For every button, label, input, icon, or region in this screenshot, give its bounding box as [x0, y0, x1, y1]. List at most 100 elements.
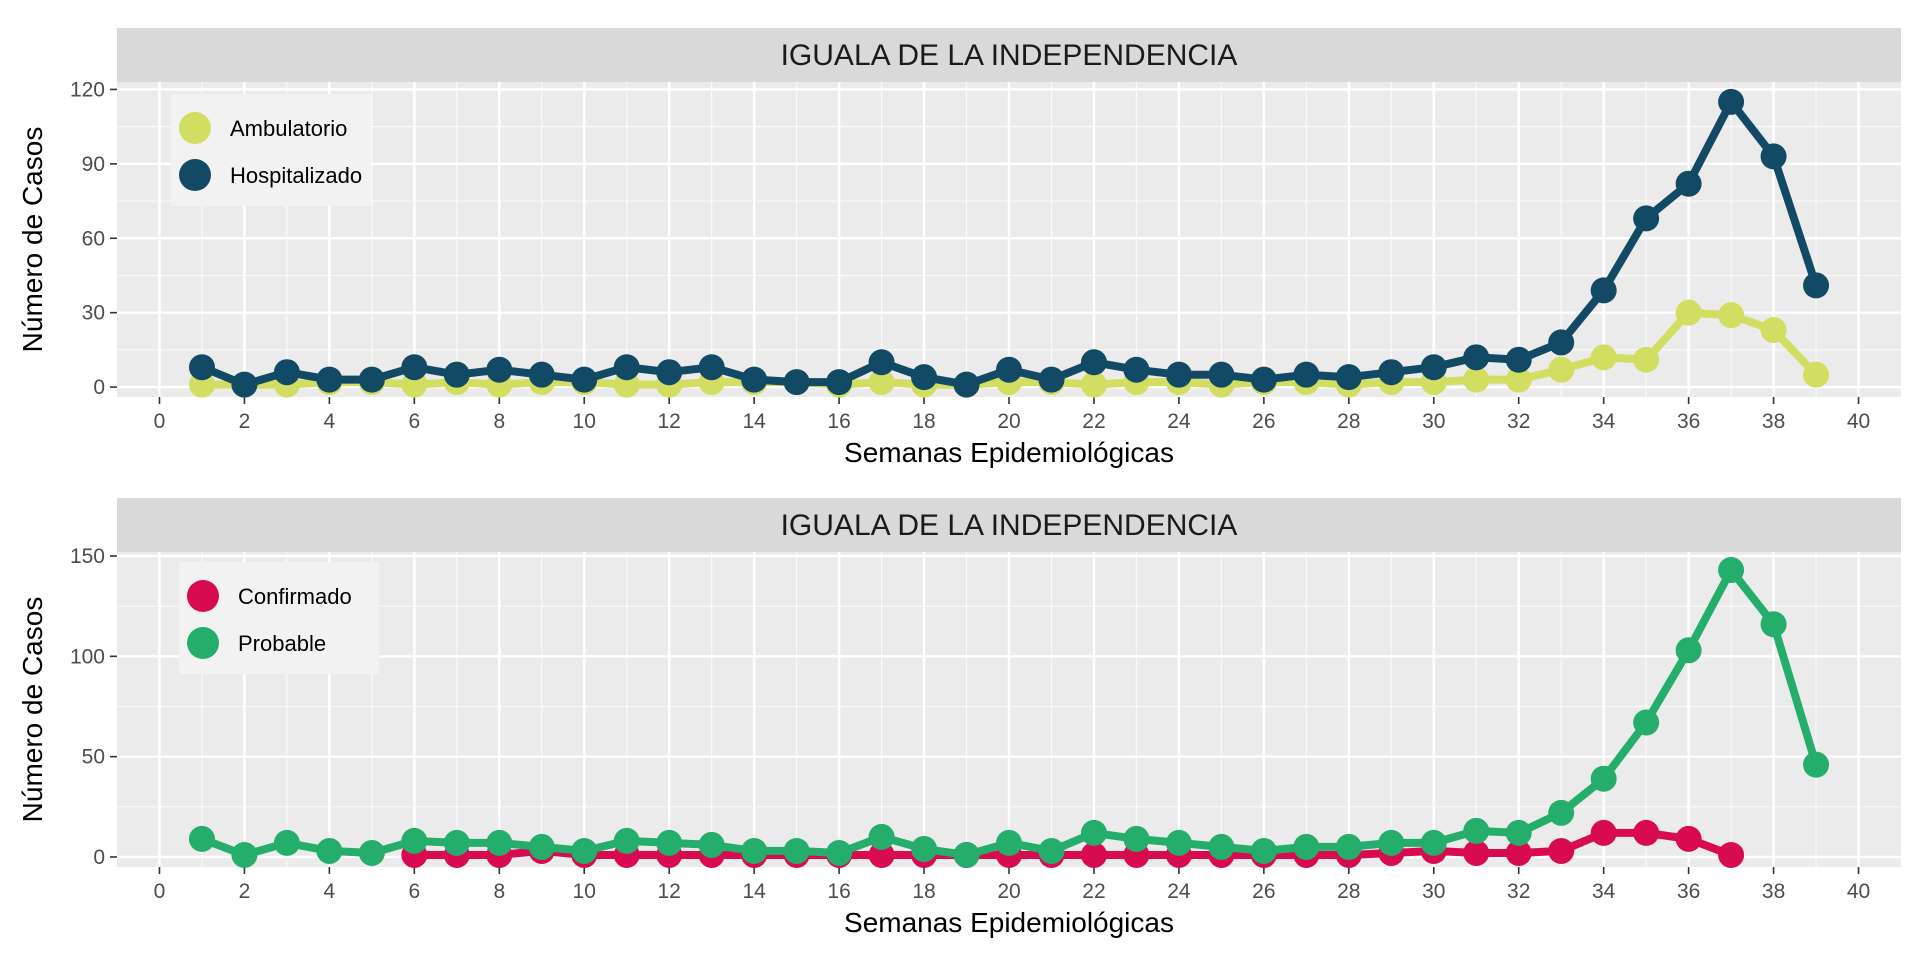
facet-strip: [117, 498, 1901, 552]
data-point: [1548, 356, 1575, 383]
x-tick-label: 4: [324, 410, 336, 433]
legend-label: Confirmado: [238, 584, 352, 609]
y-tick-label: 60: [82, 227, 105, 250]
data-point: [358, 366, 385, 393]
data-point: [1335, 833, 1362, 860]
data-point: [1420, 354, 1447, 381]
legend-key-marker: [179, 112, 211, 144]
data-point: [1505, 346, 1532, 373]
x-tick-label: 20: [997, 410, 1020, 433]
y-tick-label: 0: [93, 376, 105, 399]
data-point: [1378, 829, 1405, 856]
x-tick-label: 6: [408, 410, 420, 433]
x-tick-label: 6: [408, 880, 420, 903]
data-point: [188, 825, 215, 852]
data-point: [783, 837, 810, 864]
data-point: [1293, 361, 1320, 388]
x-tick-label: 32: [1507, 410, 1530, 433]
data-point: [613, 354, 640, 381]
data-point: [1675, 637, 1702, 664]
data-point: [868, 823, 895, 850]
data-point: [1208, 361, 1235, 388]
x-tick-label: 16: [827, 880, 850, 903]
data-point: [528, 361, 555, 388]
axis-ticks: 0 2 4 6 8 10 12 14 16 18 20 22 24 26 28 30 32 34 36 38 40050…: [70, 545, 1870, 903]
data-point: [1675, 825, 1702, 852]
legend-key-marker: [179, 159, 211, 191]
data-point: [1293, 833, 1320, 860]
data-point: [1038, 366, 1065, 393]
data-point: [1803, 361, 1830, 388]
x-tick-label: 34: [1592, 880, 1616, 903]
x-tick-label: 12: [658, 880, 681, 903]
series-probable: [188, 557, 1830, 868]
legend: Ambulatorio Hospitalizado: [171, 94, 371, 206]
legend-label: Probable: [238, 631, 326, 656]
facet-strip: [117, 28, 1901, 82]
data-point: [1165, 829, 1192, 856]
data-point: [1165, 361, 1192, 388]
data-point: [1080, 819, 1107, 846]
x-tick-label: 14: [742, 410, 766, 433]
x-tick-label: 32: [1507, 880, 1530, 903]
data-point: [698, 354, 725, 381]
data-point: [911, 364, 938, 391]
data-point: [1633, 709, 1660, 736]
y-axis-title: Número de Casos: [17, 597, 48, 823]
facet-title: IGUALA DE LA INDEPENDENCIA: [781, 509, 1238, 542]
data-point: [826, 839, 853, 866]
x-tick-label: 36: [1677, 410, 1700, 433]
data-point: [1548, 329, 1575, 356]
data-point: [741, 837, 768, 864]
gridlines: [117, 82, 1901, 397]
data-point: [1633, 205, 1660, 232]
data-point: [953, 371, 980, 398]
data-point: [1590, 344, 1617, 371]
y-tick-label: 50: [82, 746, 105, 769]
axis-ticks: 0 2 4 6 8 10 12 14 16 18 20 22 24 26 28 30 32 34 36 38 40030…: [70, 78, 1870, 433]
data-point: [571, 366, 598, 393]
data-point: [1590, 819, 1617, 846]
data-point: [1080, 371, 1107, 398]
data-point: [1208, 833, 1235, 860]
legend-key-marker: [187, 627, 219, 659]
x-tick-label: 30: [1422, 410, 1445, 433]
data-point: [231, 371, 258, 398]
data-point: [1675, 299, 1702, 326]
data-point: [1718, 841, 1745, 868]
data-point: [1633, 346, 1660, 373]
data-point: [443, 361, 470, 388]
gridlines: [117, 552, 1901, 867]
data-point: [1250, 837, 1277, 864]
data-point: [911, 835, 938, 862]
data-point: [1463, 344, 1490, 371]
data-point: [868, 369, 895, 396]
data-point: [1463, 366, 1490, 393]
data-point: [571, 837, 598, 864]
x-tick-label: 40: [1847, 880, 1870, 903]
legend-key-marker: [187, 580, 219, 612]
x-tick-label: 22: [1082, 410, 1105, 433]
data-point: [996, 356, 1022, 383]
data-point: [1463, 817, 1490, 844]
legend-label: Ambulatorio: [230, 116, 347, 141]
x-tick-label: 38: [1762, 410, 1785, 433]
x-tick-label: 28: [1337, 410, 1360, 433]
x-tick-label: 28: [1337, 880, 1360, 903]
x-tick-label: 2: [239, 880, 251, 903]
x-tick-label: 26: [1252, 410, 1275, 433]
data-point: [741, 366, 768, 393]
data-point: [1505, 819, 1532, 846]
data-point: [1080, 349, 1107, 376]
data-point: [1760, 143, 1787, 170]
x-tick-label: 10: [573, 880, 596, 903]
data-point: [656, 829, 683, 856]
data-point: [486, 356, 513, 383]
data-point: [1590, 765, 1617, 792]
data-point: [868, 841, 895, 868]
data-point: [953, 841, 980, 868]
data-point: [656, 359, 683, 386]
data-point: [698, 831, 725, 858]
